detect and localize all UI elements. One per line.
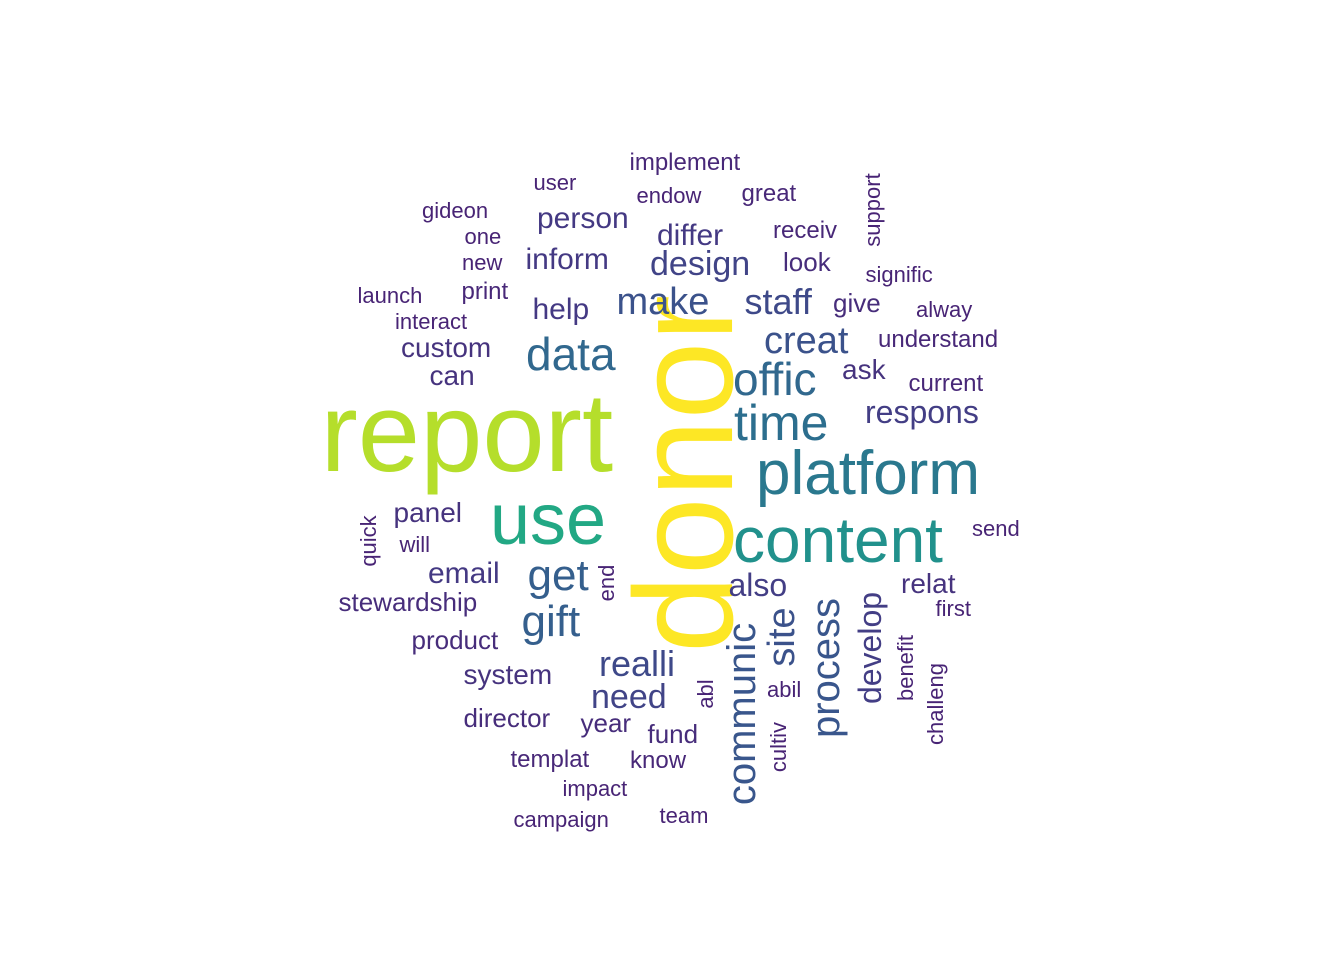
word-help: help: [532, 293, 590, 326]
word-inform: inform: [525, 243, 609, 276]
word-campaign: campaign: [513, 807, 609, 832]
word-gideon: gideon: [422, 198, 489, 223]
word-differ: differ: [657, 219, 724, 252]
word-launch: launch: [357, 283, 423, 308]
word-content: content: [733, 504, 943, 576]
word-receiv: receiv: [773, 217, 838, 244]
word-data: data: [526, 328, 616, 380]
word-product: product: [411, 625, 499, 655]
word-respons: respons: [865, 394, 979, 430]
word-templat: templat: [510, 746, 590, 773]
word-staff: staff: [744, 281, 812, 322]
word-end: end: [593, 564, 619, 602]
word-current: current: [908, 370, 984, 397]
word-endow: endow: [636, 183, 702, 208]
word-one: one: [464, 224, 502, 249]
word-realli: realli: [599, 643, 676, 684]
word-abl: abl: [693, 679, 719, 709]
word-signific: signific: [865, 262, 933, 287]
word-support: support: [860, 173, 886, 247]
word-get: get: [527, 551, 589, 600]
word-fund: fund: [647, 719, 699, 749]
word-will: will: [399, 532, 431, 557]
word-gift: gift: [521, 597, 581, 646]
word-email: email: [428, 557, 500, 590]
word-interact: interact: [395, 309, 468, 334]
word-system: system: [463, 659, 553, 690]
word-alway: alway: [916, 297, 973, 322]
word-benefit: benefit: [893, 634, 919, 702]
word-can: can: [429, 360, 475, 391]
word-stewardship: stewardship: [338, 587, 478, 617]
word-time: time: [734, 395, 829, 451]
word-great: great: [741, 180, 797, 207]
word-implement: implement: [629, 149, 741, 176]
word-challeng: challeng: [922, 663, 948, 745]
word-know: know: [630, 747, 687, 774]
word-make: make: [616, 281, 710, 323]
word-design: design: [650, 245, 751, 283]
word-director: director: [463, 703, 551, 733]
word-develop: develop: [852, 591, 889, 705]
word-report: report: [320, 370, 614, 495]
word-understand: understand: [878, 326, 999, 353]
word-person: person: [537, 202, 629, 235]
word-cultiv: cultiv: [766, 721, 792, 773]
word-impact: impact: [562, 776, 628, 801]
word-first: first: [935, 596, 971, 621]
word-team: team: [659, 803, 709, 828]
word-relat: relat: [901, 568, 956, 599]
word-site: site: [761, 607, 804, 667]
word-user: user: [533, 170, 577, 195]
word-ask: ask: [842, 354, 886, 385]
word-print: print: [461, 278, 509, 305]
word-use: use: [490, 480, 607, 560]
word-panel: panel: [393, 497, 463, 528]
word-quick: quick: [356, 515, 382, 567]
word-look: look: [783, 247, 831, 277]
word-communic: communic: [720, 622, 765, 806]
word-offic: offic: [733, 353, 817, 405]
word-custom: custom: [401, 332, 492, 363]
word-send: send: [972, 516, 1020, 541]
word-give: give: [833, 288, 881, 318]
word-process: process: [804, 597, 849, 739]
word-creat: creat: [764, 320, 849, 362]
word-need: need: [591, 678, 667, 716]
word-also: also: [728, 567, 788, 603]
word-new: new: [462, 250, 503, 275]
word-platform: platform: [756, 439, 980, 508]
word-year: year: [580, 708, 632, 738]
word-abil: abil: [767, 677, 802, 702]
